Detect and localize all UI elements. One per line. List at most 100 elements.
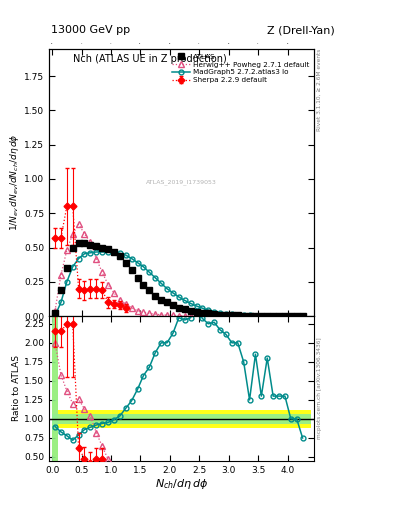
- MadGraph5 2.7.2.atlas3 lo: [230, 311, 234, 317]
- MadGraph5 2.7.2.atlas3 lo: [100, 249, 105, 255]
- MadGraph5 2.7.2.atlas3 lo: [212, 308, 217, 314]
- Y-axis label: Ratio to ATLAS: Ratio to ATLAS: [12, 355, 21, 421]
- MadGraph5 2.7.2.atlas3 lo: [241, 312, 246, 318]
- ATLAS: [288, 313, 293, 319]
- ATLAS: [100, 245, 105, 251]
- MadGraph5 2.7.2.atlas3 lo: [141, 264, 146, 270]
- ATLAS: [70, 245, 75, 251]
- ATLAS: [94, 243, 99, 249]
- ATLAS: [118, 253, 122, 259]
- Herwig++ Powheg 2.7.1 default: [141, 309, 146, 315]
- MadGraph5 2.7.2.atlas3 lo: [259, 313, 264, 319]
- MadGraph5 2.7.2.atlas3 lo: [247, 312, 252, 318]
- ATLAS: [106, 246, 110, 252]
- ATLAS: [176, 305, 181, 311]
- Herwig++ Powheg 2.7.1 default: [265, 313, 270, 319]
- Text: ATLAS_2019_I1739053: ATLAS_2019_I1739053: [146, 180, 217, 185]
- Herwig++ Powheg 2.7.1 default: [82, 231, 87, 237]
- Legend: ATLAS, Herwig++ Powheg 2.7.1 default, MadGraph5 2.7.2.atlas3 lo, Sherpa 2.2.9 de: ATLAS, Herwig++ Powheg 2.7.1 default, Ma…: [171, 52, 311, 85]
- ATLAS: [171, 302, 175, 308]
- MadGraph5 2.7.2.atlas3 lo: [288, 313, 293, 319]
- Text: Rivet 3.1.10, ≥ 2.6M events: Rivet 3.1.10, ≥ 2.6M events: [317, 49, 322, 131]
- ATLAS: [224, 312, 228, 318]
- ATLAS: [277, 313, 281, 319]
- MadGraph5 2.7.2.atlas3 lo: [300, 313, 305, 319]
- ATLAS: [294, 313, 299, 319]
- ATLAS: [129, 266, 134, 272]
- ATLAS: [230, 312, 234, 318]
- ATLAS: [141, 282, 146, 288]
- ATLAS: [153, 292, 158, 298]
- MadGraph5 2.7.2.atlas3 lo: [271, 313, 275, 319]
- Herwig++ Powheg 2.7.1 default: [253, 313, 258, 319]
- ATLAS: [259, 313, 264, 319]
- Herwig++ Powheg 2.7.1 default: [212, 313, 217, 319]
- Herwig++ Powheg 2.7.1 default: [200, 313, 205, 319]
- ATLAS: [112, 249, 116, 255]
- ATLAS: [64, 265, 69, 271]
- ATLAS: [188, 308, 193, 314]
- Herwig++ Powheg 2.7.1 default: [176, 312, 181, 318]
- MadGraph5 2.7.2.atlas3 lo: [188, 301, 193, 307]
- ATLAS: [123, 260, 128, 266]
- Herwig++ Powheg 2.7.1 default: [147, 310, 152, 316]
- Herwig++ Powheg 2.7.1 default: [112, 290, 116, 296]
- Herwig++ Powheg 2.7.1 default: [288, 313, 293, 319]
- Herwig++ Powheg 2.7.1 default: [159, 312, 163, 318]
- ATLAS: [218, 311, 222, 317]
- MadGraph5 2.7.2.atlas3 lo: [76, 255, 81, 262]
- ATLAS: [159, 296, 163, 303]
- Herwig++ Powheg 2.7.1 default: [53, 308, 57, 314]
- ATLAS: [147, 287, 152, 293]
- Herwig++ Powheg 2.7.1 default: [135, 308, 140, 314]
- Herwig++ Powheg 2.7.1 default: [64, 247, 69, 253]
- Herwig++ Powheg 2.7.1 default: [165, 312, 169, 318]
- Herwig++ Powheg 2.7.1 default: [218, 313, 222, 319]
- MadGraph5 2.7.2.atlas3 lo: [277, 313, 281, 319]
- Y-axis label: $1/N_{ev}\,dN_{ev}/dN_{ch}/d\eta\,d\phi$: $1/N_{ev}\,dN_{ev}/dN_{ch}/d\eta\,d\phi$: [8, 134, 21, 231]
- MadGraph5 2.7.2.atlas3 lo: [159, 280, 163, 286]
- Line: Herwig++ Powheg 2.7.1 default: Herwig++ Powheg 2.7.1 default: [52, 222, 305, 319]
- Herwig++ Powheg 2.7.1 default: [230, 313, 234, 319]
- MadGraph5 2.7.2.atlas3 lo: [206, 307, 211, 313]
- Herwig++ Powheg 2.7.1 default: [235, 313, 240, 319]
- Herwig++ Powheg 2.7.1 default: [294, 313, 299, 319]
- ATLAS: [165, 300, 169, 306]
- MadGraph5 2.7.2.atlas3 lo: [53, 312, 57, 318]
- Herwig++ Powheg 2.7.1 default: [300, 313, 305, 319]
- Herwig++ Powheg 2.7.1 default: [271, 313, 275, 319]
- Herwig++ Powheg 2.7.1 default: [100, 269, 105, 275]
- MadGraph5 2.7.2.atlas3 lo: [82, 251, 87, 257]
- MadGraph5 2.7.2.atlas3 lo: [200, 305, 205, 311]
- Herwig++ Powheg 2.7.1 default: [224, 313, 228, 319]
- Herwig++ Powheg 2.7.1 default: [277, 313, 281, 319]
- MadGraph5 2.7.2.atlas3 lo: [106, 249, 110, 255]
- Text: Z (Drell-Yan): Z (Drell-Yan): [267, 25, 335, 35]
- ATLAS: [265, 313, 270, 319]
- Herwig++ Powheg 2.7.1 default: [76, 221, 81, 227]
- MadGraph5 2.7.2.atlas3 lo: [283, 313, 287, 319]
- MadGraph5 2.7.2.atlas3 lo: [176, 294, 181, 300]
- ATLAS: [247, 313, 252, 319]
- MadGraph5 2.7.2.atlas3 lo: [294, 313, 299, 319]
- MadGraph5 2.7.2.atlas3 lo: [218, 310, 222, 316]
- Herwig++ Powheg 2.7.1 default: [106, 282, 110, 288]
- MadGraph5 2.7.2.atlas3 lo: [153, 275, 158, 281]
- MadGraph5 2.7.2.atlas3 lo: [64, 279, 69, 285]
- MadGraph5 2.7.2.atlas3 lo: [59, 300, 63, 306]
- MadGraph5 2.7.2.atlas3 lo: [129, 255, 134, 262]
- Herwig++ Powheg 2.7.1 default: [247, 313, 252, 319]
- Herwig++ Powheg 2.7.1 default: [123, 301, 128, 307]
- Herwig++ Powheg 2.7.1 default: [182, 313, 187, 319]
- ATLAS: [241, 312, 246, 318]
- Text: Nch (ATLAS UE in Z production): Nch (ATLAS UE in Z production): [73, 54, 227, 64]
- Herwig++ Powheg 2.7.1 default: [188, 313, 193, 319]
- MadGraph5 2.7.2.atlas3 lo: [147, 269, 152, 275]
- Herwig++ Powheg 2.7.1 default: [194, 313, 199, 319]
- Herwig++ Powheg 2.7.1 default: [171, 312, 175, 318]
- ATLAS: [135, 275, 140, 281]
- MadGraph5 2.7.2.atlas3 lo: [135, 260, 140, 266]
- Line: MadGraph5 2.7.2.atlas3 lo: MadGraph5 2.7.2.atlas3 lo: [53, 249, 305, 318]
- ATLAS: [88, 242, 93, 248]
- ATLAS: [235, 312, 240, 318]
